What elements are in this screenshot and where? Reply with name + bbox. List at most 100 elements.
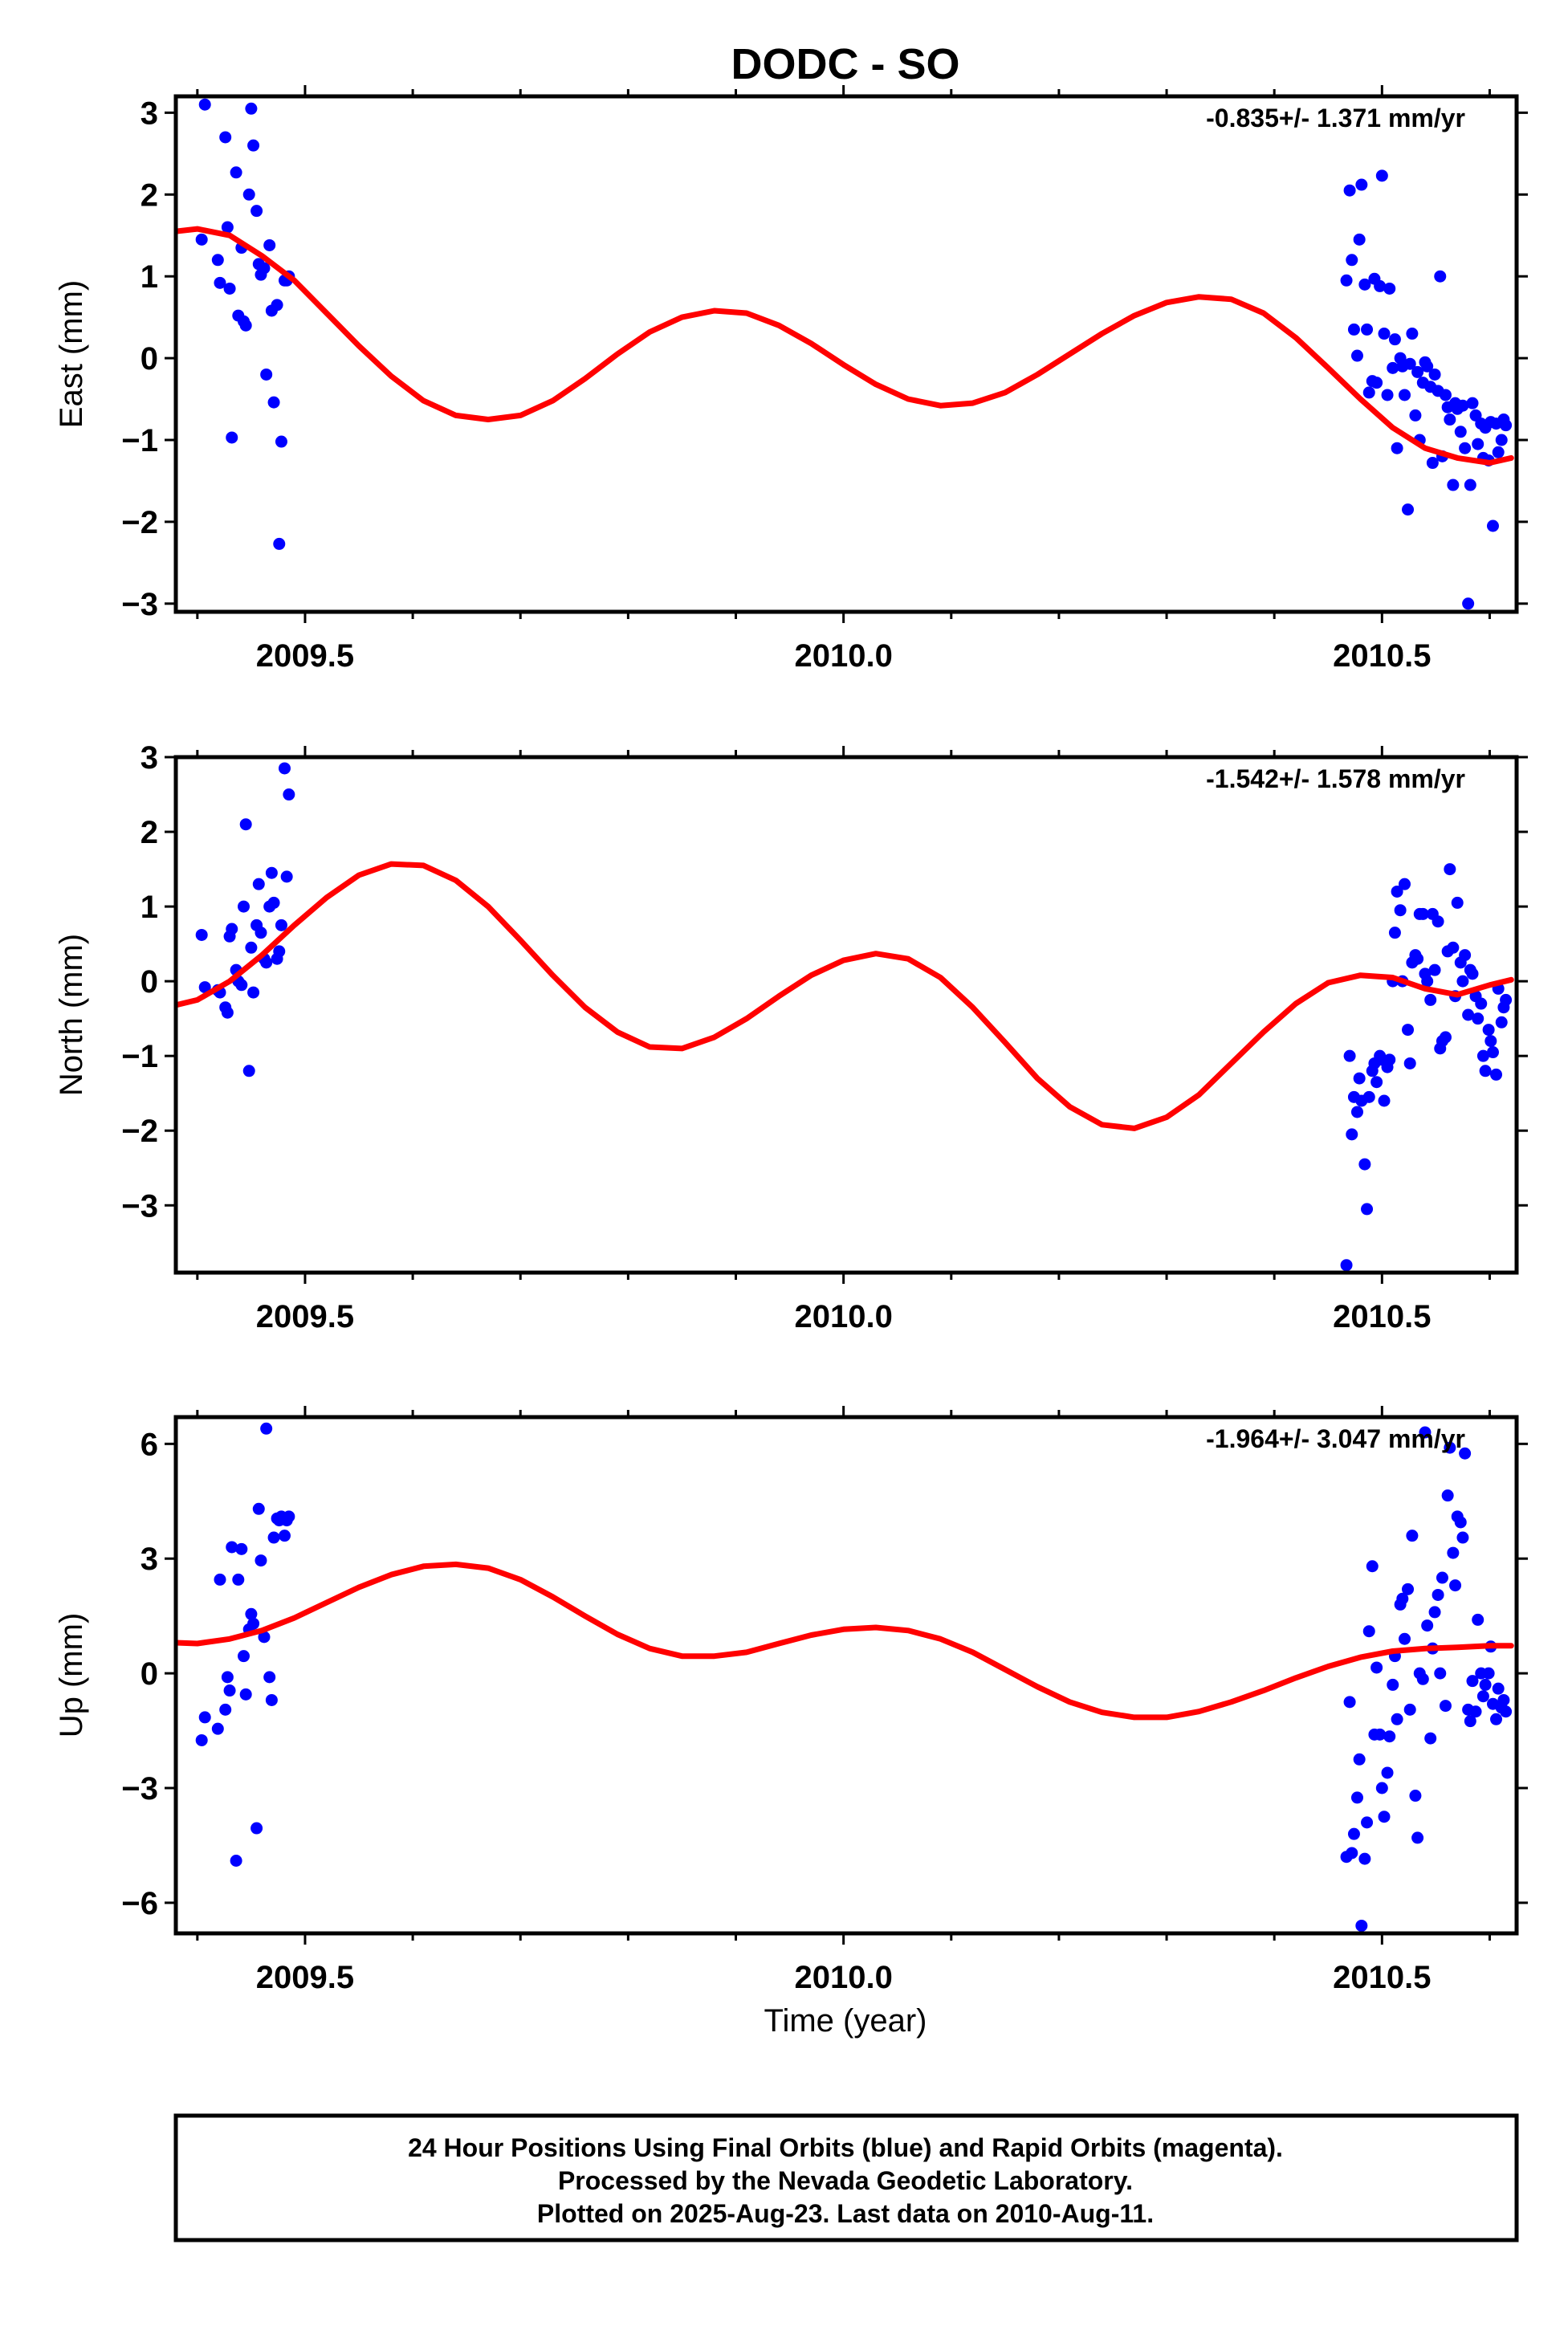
north-data-point (1391, 885, 1403, 898)
north-data-point (1378, 1094, 1391, 1107)
north-data-point (221, 1006, 234, 1019)
east-data-point (1375, 169, 1388, 182)
up-data-point (1358, 1852, 1371, 1865)
north-data-point (1383, 1053, 1396, 1066)
up-data-point (1391, 1713, 1403, 1725)
north-data-point (1439, 1031, 1452, 1044)
up-data-point (1434, 1667, 1447, 1680)
north-data-point (260, 956, 273, 969)
north-data-point (280, 870, 293, 883)
north-data-point (1358, 1158, 1371, 1171)
north-data-point (1340, 1259, 1353, 1272)
up-data-point (260, 1422, 273, 1435)
up-data-point (1476, 1690, 1489, 1703)
up-plot-frame (173, 1415, 1519, 1936)
up-data-point (1472, 1613, 1485, 1626)
east-model-curve (176, 226, 1514, 466)
up-data-point (223, 1684, 236, 1697)
up-data-point (1439, 1700, 1452, 1713)
east-data-point (1454, 426, 1467, 438)
up-data-point (1353, 1753, 1366, 1766)
east-data-point (245, 102, 258, 115)
east-data-point (1402, 503, 1415, 516)
up-y-tick-label: 0 (141, 1656, 158, 1692)
north-data-point (267, 896, 280, 909)
east-data-point (1456, 399, 1469, 412)
east-data-point (1486, 519, 1499, 532)
north-data-point (1462, 1008, 1475, 1021)
up-y-tick-label: 6 (141, 1427, 158, 1462)
north-data-point (195, 928, 208, 941)
up-data-point (1381, 1766, 1394, 1779)
north-data-point (1370, 1076, 1383, 1089)
east-rate-label: -0.835+/- 1.371 mm/yr (1206, 104, 1465, 132)
east-data-point (1388, 333, 1401, 346)
east-data-point (239, 319, 252, 332)
north-data-layer (176, 762, 1514, 1272)
north-data-point (239, 818, 252, 831)
up-data-point (1374, 1728, 1387, 1741)
up-data-point (1466, 1675, 1479, 1688)
north-data-point (198, 981, 211, 994)
north-data-point (255, 927, 267, 939)
up-data-point (1454, 1516, 1467, 1529)
up-panel: 2009.5 2010.0 2010.5 6 3 0 −3 −6 Up (mm) -1.964+/… (54, 1406, 1528, 1995)
footer-line-2: Processed by the Nevada Geodetic Laborat… (558, 2166, 1133, 2195)
east-data-point (1343, 184, 1356, 197)
up-data-point (252, 1502, 265, 1515)
up-data-point (1361, 1816, 1374, 1829)
up-x-tick-label: 2009.5 (256, 1960, 354, 1995)
east-data-point (267, 396, 280, 409)
up-data-point (1492, 1682, 1505, 1695)
up-data-point (226, 1541, 238, 1554)
north-data-point (235, 979, 248, 992)
up-data-point (278, 1530, 291, 1542)
east-data-point (1361, 323, 1374, 336)
east-data-point (221, 221, 234, 234)
east-data-point (214, 276, 226, 289)
up-data-point (1370, 1661, 1383, 1674)
north-x-tick-label: 2010.5 (1333, 1299, 1431, 1334)
up-data-point (211, 1722, 224, 1735)
east-data-point (1466, 397, 1479, 409)
north-y-tick-label: 1 (141, 890, 158, 925)
east-data-point (1381, 389, 1394, 401)
east-data-point (1426, 457, 1439, 470)
up-data-point (1403, 1703, 1416, 1716)
north-data-point (1346, 1128, 1358, 1141)
up-data-point (1409, 1790, 1422, 1802)
north-data-point (283, 788, 295, 801)
east-data-point (247, 139, 260, 152)
up-data-point (219, 1703, 232, 1716)
north-data-point (1421, 975, 1434, 988)
up-data-point (1464, 1715, 1476, 1728)
north-y-tick-label: 0 (141, 964, 158, 1000)
east-data-point (1447, 479, 1460, 491)
north-data-point (226, 923, 238, 935)
up-data-point (258, 1631, 271, 1644)
north-data-point (1424, 993, 1437, 1006)
north-y-tick-label: 3 (141, 740, 158, 776)
east-data-point (223, 282, 236, 295)
east-data-point (1472, 438, 1485, 450)
north-model-curve (176, 861, 1514, 1131)
east-data-point (226, 431, 238, 444)
up-data-point (239, 1688, 252, 1701)
north-data-point (1451, 896, 1464, 909)
north-data-point (1444, 863, 1456, 876)
up-data-point (1362, 1625, 1375, 1638)
footer-line-1: 24 Hour Positions Using Final Orbits (bl… (408, 2133, 1283, 2162)
east-data-point (258, 262, 271, 275)
up-data-point (1343, 1696, 1356, 1709)
up-data-point (1459, 1447, 1472, 1460)
up-data-point (247, 1617, 260, 1630)
north-data-point (1403, 1057, 1416, 1069)
east-data-point (1462, 597, 1475, 610)
up-data-point (1378, 1811, 1391, 1823)
up-y-axis-label: Up (mm) (54, 1613, 89, 1738)
east-y-tick-label: −3 (121, 587, 158, 622)
east-data-point (1409, 409, 1422, 422)
north-data-point (278, 762, 291, 775)
east-y-tick-label: 0 (141, 341, 158, 377)
